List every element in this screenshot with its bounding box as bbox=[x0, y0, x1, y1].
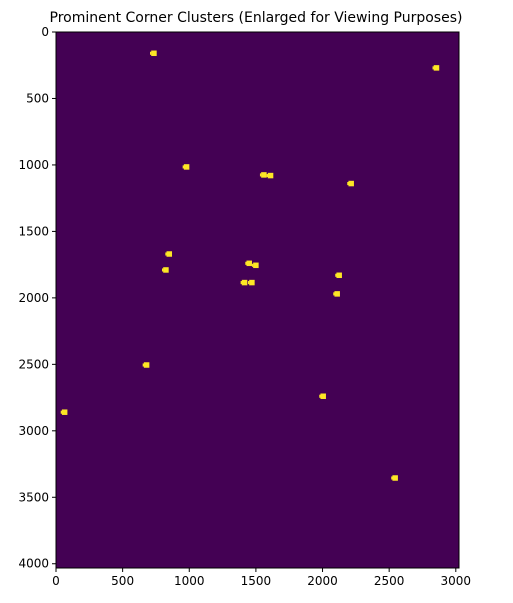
cluster-block bbox=[143, 362, 150, 368]
y-tick-label: 2500 bbox=[18, 357, 49, 371]
y-tick-label: 3000 bbox=[18, 424, 49, 438]
cluster-block bbox=[253, 262, 259, 269]
x-tick-label: 2000 bbox=[307, 574, 338, 588]
cluster-edge bbox=[251, 263, 254, 267]
cluster-edge bbox=[333, 292, 335, 296]
corner-cluster bbox=[259, 172, 267, 178]
corner-cluster bbox=[432, 65, 440, 71]
y-tick-label: 500 bbox=[26, 91, 49, 105]
cluster-block bbox=[183, 164, 190, 170]
cluster-block bbox=[246, 260, 252, 267]
corner-cluster bbox=[347, 180, 354, 187]
cluster-block bbox=[163, 267, 169, 273]
cluster-edge bbox=[259, 173, 262, 177]
corner-cluster bbox=[251, 262, 259, 269]
cluster-block bbox=[433, 65, 440, 71]
cluster-edge bbox=[182, 165, 185, 169]
cluster-block bbox=[261, 172, 267, 178]
cluster-block bbox=[267, 172, 274, 179]
cluster-edge bbox=[319, 394, 321, 398]
corner-cluster bbox=[240, 279, 248, 286]
corner-cluster bbox=[335, 272, 342, 279]
cluster-edge bbox=[60, 410, 63, 414]
cluster-block bbox=[241, 279, 248, 286]
cluster-edge bbox=[432, 66, 434, 70]
cluster-block bbox=[334, 291, 340, 297]
corner-cluster bbox=[142, 362, 150, 368]
corner-cluster bbox=[247, 279, 255, 286]
chart-title: Prominent Corner Clusters (Enlarged for … bbox=[50, 10, 463, 26]
cluster-edge bbox=[165, 252, 167, 256]
corner-cluster bbox=[266, 172, 274, 179]
y-tick-label: 4000 bbox=[18, 557, 49, 571]
cluster-edge bbox=[266, 174, 269, 178]
corner-cluster bbox=[165, 251, 173, 257]
cluster-edge bbox=[247, 281, 250, 285]
image-background bbox=[56, 32, 459, 568]
corner-cluster bbox=[245, 260, 252, 267]
cluster-block bbox=[320, 393, 326, 399]
cluster-edge bbox=[150, 51, 152, 55]
x-tick-label: 1000 bbox=[174, 574, 205, 588]
cluster-edge bbox=[142, 363, 145, 367]
x-tick-label: 1500 bbox=[241, 574, 272, 588]
y-tick-label: 3500 bbox=[18, 490, 49, 504]
y-tick-label: 1000 bbox=[18, 158, 49, 172]
cluster-edge bbox=[161, 268, 164, 272]
cluster-block bbox=[249, 279, 255, 286]
axes: 0 500 1000 1500 2000 2500 3000 0 500 1000 1500 2000… bbox=[18, 25, 471, 588]
corner-cluster bbox=[391, 475, 398, 481]
plot-area bbox=[56, 32, 459, 568]
cluster-block bbox=[336, 272, 342, 279]
y-tick-label: 0 bbox=[41, 25, 49, 39]
cluster-edge bbox=[240, 281, 243, 285]
cluster-block bbox=[392, 475, 398, 481]
x-tick-label: 500 bbox=[111, 574, 134, 588]
cluster-edge bbox=[335, 273, 337, 277]
corner-cluster bbox=[150, 50, 157, 57]
cluster-edge bbox=[245, 261, 247, 265]
y-tick-label: 1500 bbox=[18, 224, 49, 238]
x-tick-label: 0 bbox=[52, 574, 60, 588]
y-tick-label: 2000 bbox=[18, 291, 49, 305]
corner-cluster bbox=[161, 267, 169, 273]
cluster-block bbox=[151, 50, 157, 57]
cluster-block bbox=[166, 251, 173, 257]
cluster-block bbox=[61, 409, 68, 415]
plot-frame bbox=[55, 31, 460, 569]
corner-cluster bbox=[319, 393, 326, 399]
x-tick-label: 2500 bbox=[374, 574, 405, 588]
cluster-block bbox=[348, 180, 354, 187]
cluster-edge bbox=[347, 181, 349, 186]
x-tick-label: 3000 bbox=[441, 574, 472, 588]
cluster-edge bbox=[391, 476, 393, 480]
corner-cluster bbox=[182, 164, 190, 170]
corner-cluster bbox=[333, 291, 340, 297]
corner-cluster bbox=[60, 409, 68, 415]
